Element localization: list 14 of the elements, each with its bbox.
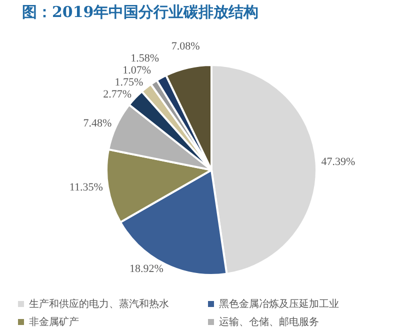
- chart-title: 图：2019年中国分行业碳排放结构: [22, 3, 259, 22]
- legend-label: 运输、仓储、邮电服务: [219, 316, 319, 329]
- data-label: 1.07%: [122, 64, 152, 76]
- legend-label: 黑色金属冶炼及压延加工业: [219, 298, 339, 311]
- legend-label: 非金属矿产: [29, 316, 79, 329]
- data-label: 7.48%: [83, 118, 112, 130]
- data-label: 18.92%: [130, 262, 164, 275]
- data-label: 7.08%: [171, 40, 200, 52]
- data-label: 1.58%: [130, 52, 160, 64]
- data-label: 2.77%: [103, 88, 132, 100]
- data-label: 1.75%: [114, 76, 144, 88]
- data-label: 11.35%: [69, 182, 103, 194]
- data-label: 47.39%: [321, 156, 356, 168]
- legend-label: 生产和供应的电力、蒸汽和热水: [29, 298, 169, 311]
